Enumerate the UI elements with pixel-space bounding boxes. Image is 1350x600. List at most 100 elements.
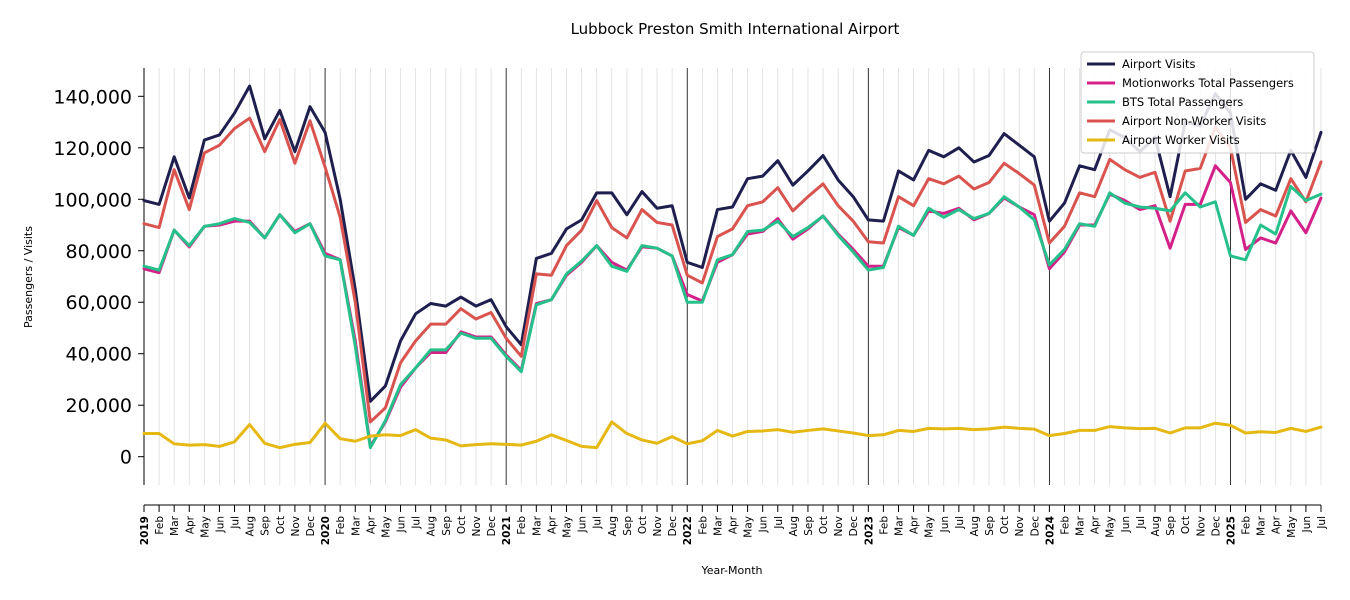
x-tick-label: Jul (954, 516, 966, 530)
x-tick-label: Apr (909, 515, 921, 534)
x-tick-label: Jun (1120, 516, 1132, 533)
x-tick-label: Sep (1165, 516, 1177, 536)
y-tick-label: 140,000 (53, 86, 132, 108)
x-tick-label: Apr (1271, 515, 1283, 534)
y-axis-label: Passengers / Visits (22, 226, 35, 328)
x-tick-label: Aug (1150, 516, 1162, 537)
x-tick-label: 2024 (1044, 516, 1056, 545)
x-tick-label: May (924, 516, 936, 538)
x-tick-label: Sep (622, 516, 634, 536)
y-tick-label: 0 (120, 447, 132, 469)
x-tick-label: Feb (154, 516, 166, 535)
legend-label: BTS Total Passengers (1122, 95, 1243, 109)
x-tick-label: Mar (1075, 515, 1087, 535)
x-tick-label: Jul (592, 516, 604, 530)
x-tick-label: Mar (893, 515, 905, 535)
x-tick-label: Nov (652, 516, 664, 537)
x-tick-label: Aug (607, 516, 619, 537)
legend-label: Motionworks Total Passengers (1122, 76, 1294, 90)
x-tick-label: Jun (577, 516, 589, 533)
series-line-airport-worker-visits (142, 420, 1323, 450)
legend-label: Airport Visits (1122, 57, 1196, 71)
y-tick-label: 40,000 (66, 344, 132, 366)
x-tick-label: Jun (1301, 516, 1313, 533)
x-tick-label: Mar (1256, 515, 1268, 535)
y-tick-label: 20,000 (66, 395, 132, 417)
x-tick-label: Aug (969, 516, 981, 537)
x-tick-label: Jul (1135, 516, 1147, 530)
x-tick-label: Nov (471, 516, 483, 537)
x-tick-label: Apr (1090, 515, 1102, 534)
gridlines (143, 68, 1322, 485)
x-tick-label: Jun (758, 516, 770, 533)
x-tick-label: Jul (773, 516, 785, 530)
x-tick-label: Dec (667, 516, 679, 537)
x-tick-label: 2019 (139, 516, 151, 545)
x-tick-label: Feb (335, 516, 347, 535)
x-tick-label: Oct (275, 516, 287, 534)
x-tick-label: Nov (1195, 516, 1207, 537)
series-line-bts-total-passengers (142, 184, 1323, 450)
x-tick-label: Feb (697, 516, 709, 535)
x-tick-label: 2022 (682, 516, 694, 545)
series-line-airport-non-worker-visits (142, 116, 1323, 424)
x-tick-label: Dec (848, 516, 860, 537)
x-tick-label: May (1105, 516, 1117, 538)
x-tick-label: May (743, 516, 755, 538)
x-tick-label: 2021 (501, 516, 513, 545)
x-tick-label: Jul (230, 516, 242, 530)
x-tick-label: Nov (833, 516, 845, 537)
legend-label: Airport Worker Visits (1122, 133, 1240, 147)
y-tick-label: 80,000 (66, 241, 132, 263)
x-tick-label: Dec (486, 516, 498, 537)
x-tick-label: Dec (1029, 516, 1041, 537)
x-tick-label: Jul (1316, 516, 1328, 530)
x-tick-label: Dec (305, 516, 317, 537)
x-tick-label: Nov (1014, 516, 1026, 537)
x-tick-label: Mar (531, 515, 543, 535)
x-tick-label: Jul (411, 516, 423, 530)
x-tick-label: Oct (818, 516, 830, 534)
x-tick-label: Mar (169, 515, 181, 535)
x-tick-label: Oct (456, 516, 468, 534)
x-tick-label: Apr (728, 515, 740, 534)
x-tick-label: Sep (260, 516, 272, 536)
x-tick-label: Feb (516, 516, 528, 535)
x-axis-ticks: 2019 Feb Mar Apr May Jun Jul Aug Sep Oct Nov Dec 202… (139, 505, 1328, 545)
x-tick-label: Aug (426, 516, 438, 537)
x-tick-label: Jun (939, 516, 951, 533)
x-tick-label: Oct (637, 516, 649, 534)
x-tick-label: May (380, 516, 392, 538)
x-axis-label: Year-Month (700, 564, 762, 577)
x-tick-label: Oct (1180, 516, 1192, 534)
x-tick-label: Aug (788, 516, 800, 537)
x-tick-label: Nov (290, 516, 302, 537)
x-tick-label: Feb (1241, 516, 1253, 535)
x-tick-label: Aug (245, 516, 257, 537)
y-tick-label: 120,000 (53, 138, 132, 160)
y-axis-ticks: 0 20,000 40,000 60,000 80,000 100,000 120,000 1… (53, 86, 144, 469)
legend-label: Airport Non-Worker Visits (1122, 114, 1266, 128)
x-tick-label: 2023 (863, 516, 875, 545)
x-tick-label: May (1286, 516, 1298, 538)
x-tick-label: Apr (546, 515, 558, 534)
x-tick-label: Mar (350, 515, 362, 535)
x-tick-label: Sep (803, 516, 815, 536)
x-tick-label: Apr (365, 515, 377, 534)
x-tick-label: May (199, 516, 211, 538)
chart-title: Lubbock Preston Smith International Airp… (571, 20, 900, 38)
x-tick-label: Oct (999, 516, 1011, 534)
x-tick-label: Sep (984, 516, 996, 536)
x-tick-label: Jun (214, 516, 226, 533)
x-tick-label: Mar (712, 515, 724, 535)
x-tick-label: Dec (1210, 516, 1222, 537)
y-tick-label: 60,000 (66, 292, 132, 314)
x-tick-label: Sep (441, 516, 453, 536)
legend-box (1080, 51, 1315, 154)
x-tick-label: Feb (1059, 516, 1071, 535)
x-tick-label: May (562, 516, 574, 538)
x-tick-label: Apr (184, 515, 196, 534)
x-tick-label: 2025 (1225, 516, 1237, 545)
